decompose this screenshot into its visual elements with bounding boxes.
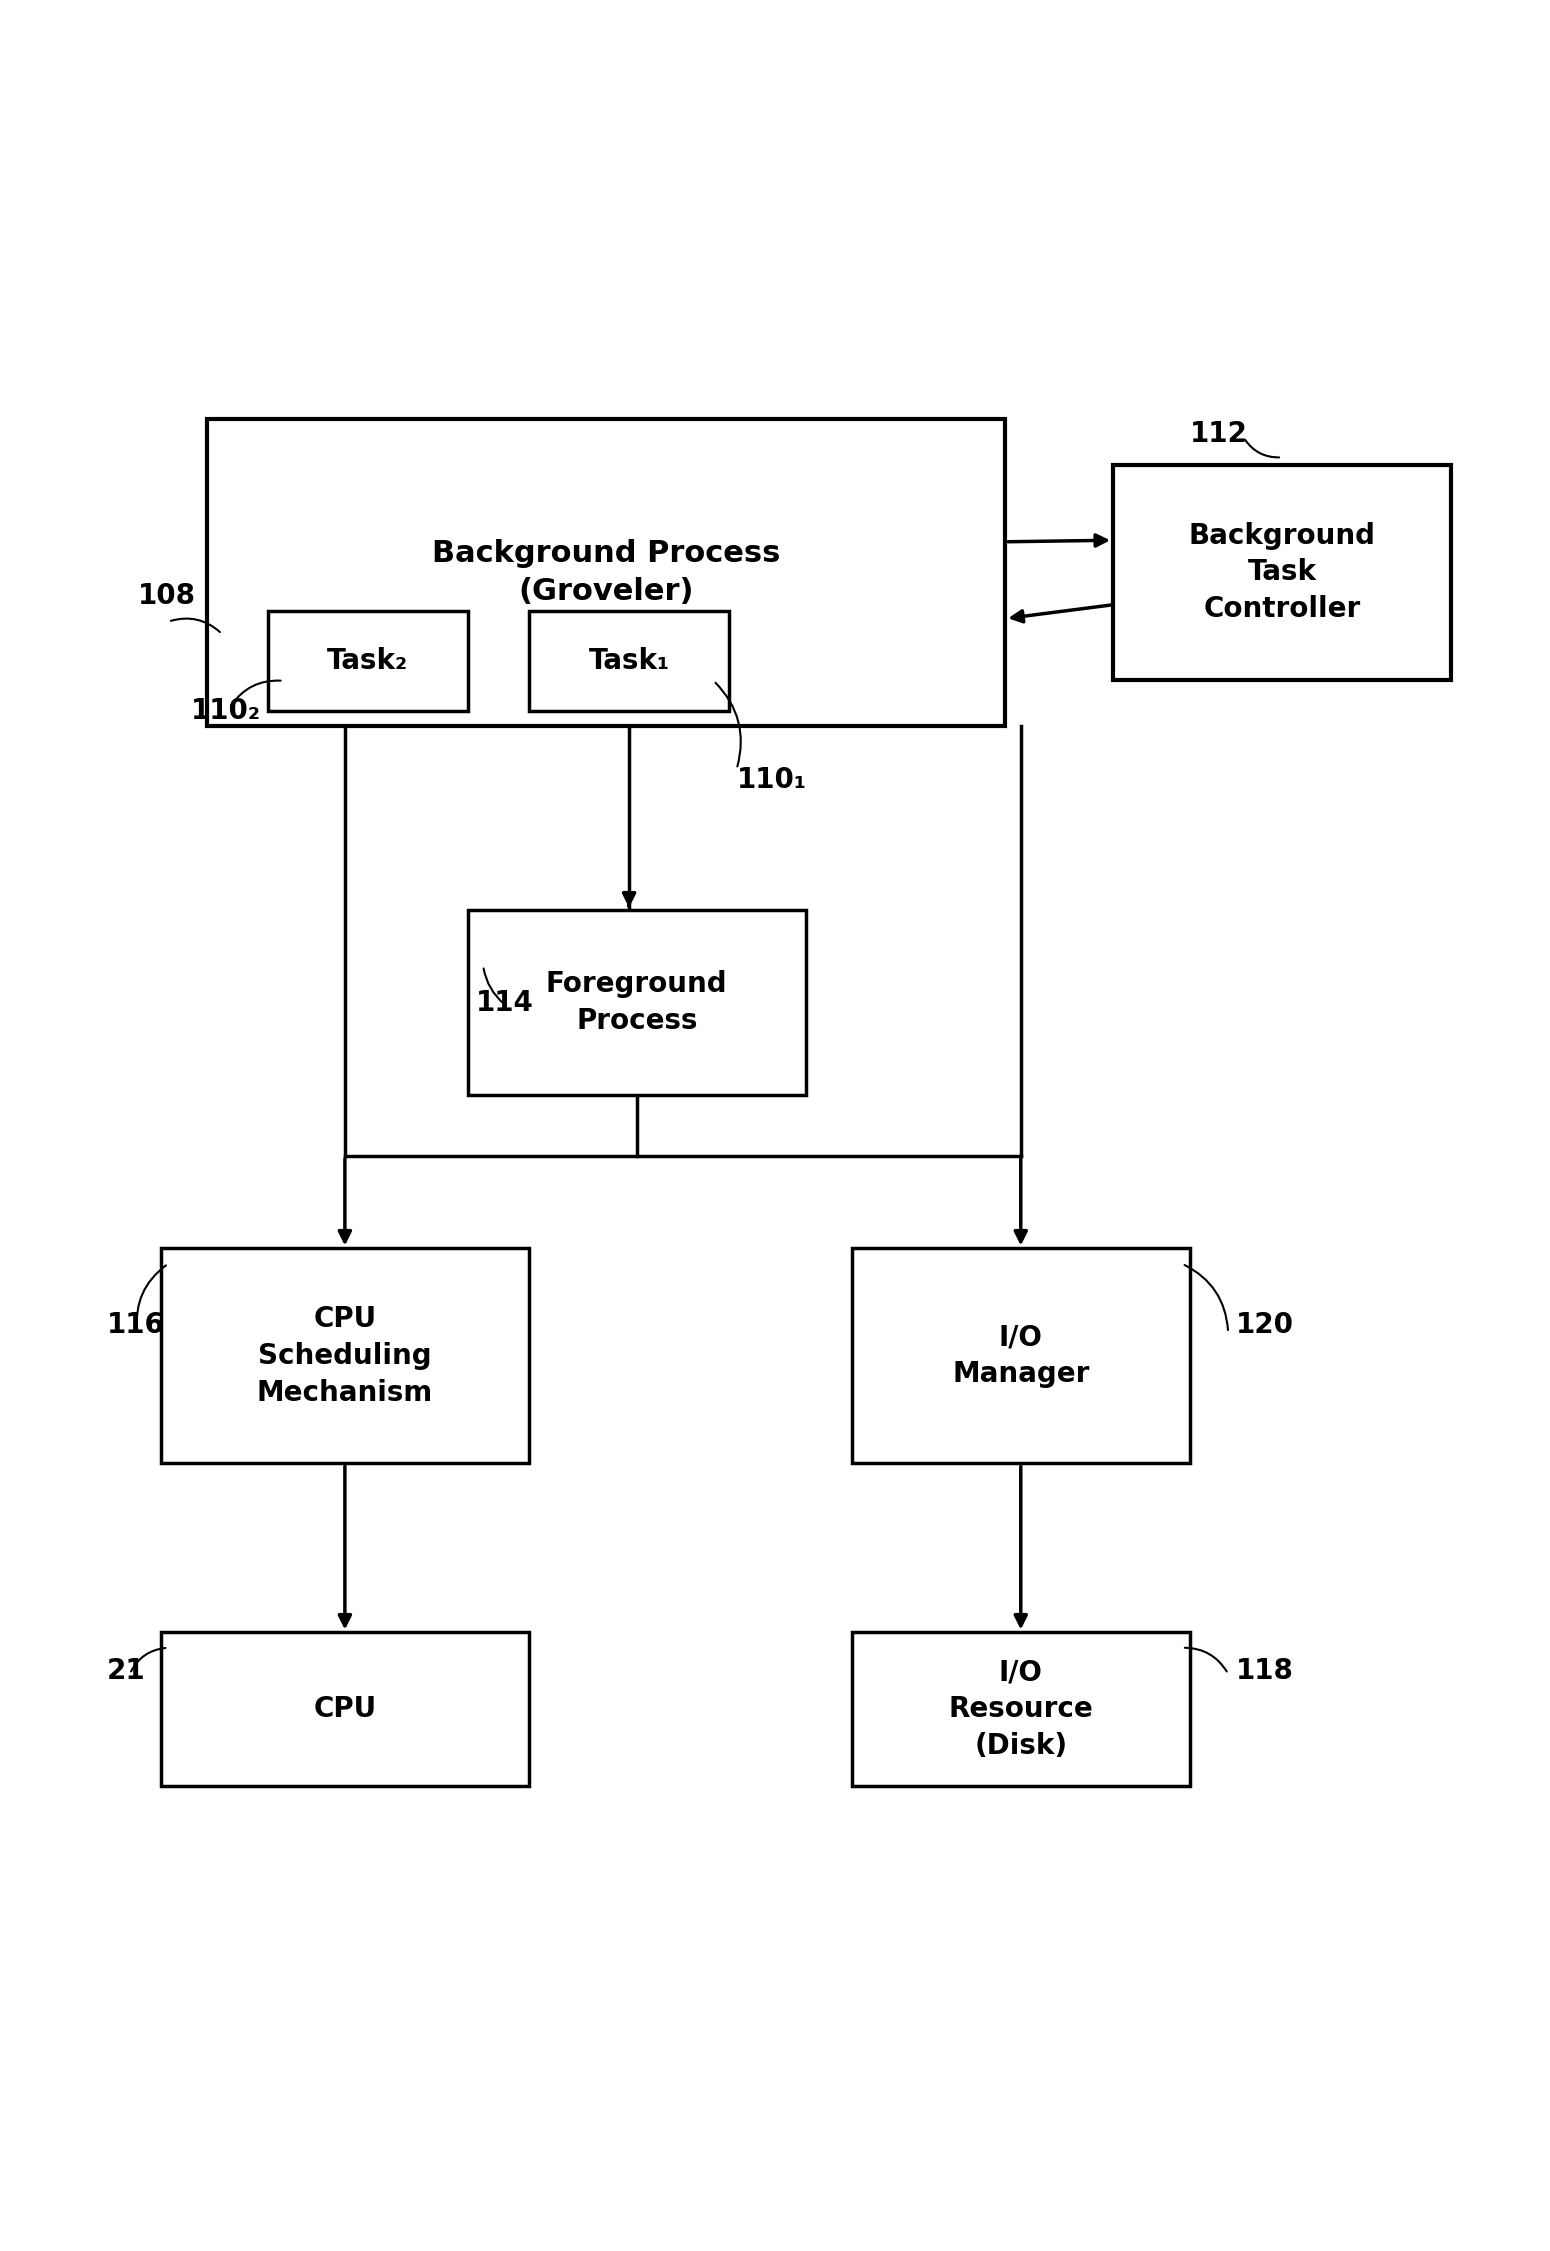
FancyBboxPatch shape [161, 1249, 529, 1463]
Text: I/O
Manager: I/O Manager [952, 1324, 1090, 1389]
Text: Foreground
Process: Foreground Process [546, 970, 727, 1035]
FancyBboxPatch shape [268, 610, 468, 711]
FancyBboxPatch shape [468, 909, 806, 1094]
Text: Task₁: Task₁ [589, 646, 670, 675]
FancyBboxPatch shape [853, 1249, 1190, 1463]
Text: 116: 116 [107, 1310, 164, 1339]
Text: Background Process
(Groveler): Background Process (Groveler) [432, 538, 780, 606]
Text: Task₂: Task₂ [327, 646, 409, 675]
Text: CPU: CPU [313, 1695, 377, 1724]
FancyBboxPatch shape [206, 419, 1006, 727]
Text: 110₂: 110₂ [191, 698, 262, 725]
Text: Background
Task
Controller: Background Task Controller [1189, 522, 1375, 624]
FancyBboxPatch shape [529, 610, 728, 711]
Text: 120: 120 [1235, 1310, 1294, 1339]
Text: 110₁: 110₁ [736, 765, 806, 795]
Text: 108: 108 [138, 581, 195, 610]
Text: 21: 21 [107, 1657, 146, 1684]
FancyBboxPatch shape [1113, 466, 1451, 680]
Text: 118: 118 [1235, 1657, 1294, 1684]
FancyBboxPatch shape [853, 1632, 1190, 1785]
FancyBboxPatch shape [161, 1632, 529, 1785]
Text: 112: 112 [1190, 421, 1248, 448]
Text: I/O
Resource
(Disk): I/O Resource (Disk) [949, 1659, 1093, 1760]
Text: 114: 114 [476, 988, 533, 1017]
Text: CPU
Scheduling
Mechanism: CPU Scheduling Mechanism [257, 1306, 432, 1407]
